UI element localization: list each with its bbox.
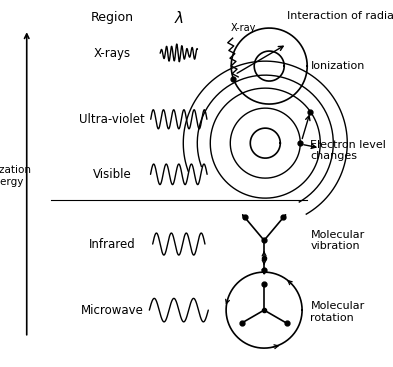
Text: Infrared: Infrared: [89, 237, 135, 251]
Text: Molecular
rotation: Molecular rotation: [310, 301, 365, 323]
Text: Visible: Visible: [93, 168, 131, 181]
Text: Microwave: Microwave: [81, 304, 143, 317]
Text: Interaction of radiation with matter: Interaction of radiation with matter: [287, 11, 393, 21]
Text: Ionization
energy: Ionization energy: [0, 166, 31, 187]
Text: λ: λ: [174, 11, 183, 26]
Text: Electron level
changes: Electron level changes: [310, 140, 386, 161]
Text: Ultra-violet: Ultra-violet: [79, 113, 145, 126]
Text: Ionization: Ionization: [310, 61, 365, 71]
Text: Region: Region: [90, 11, 134, 24]
Text: Molecular
vibration: Molecular vibration: [310, 230, 365, 251]
Text: X-ray: X-ray: [231, 23, 256, 33]
Text: X-rays: X-rays: [94, 47, 130, 60]
